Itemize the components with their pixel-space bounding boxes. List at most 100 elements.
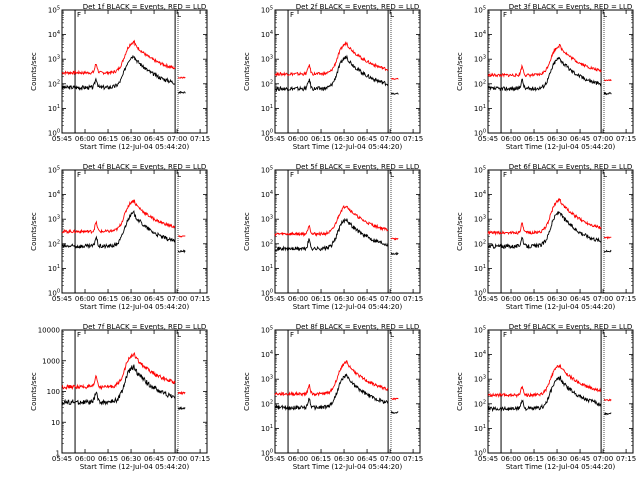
x-tick-label: 06:00 [75, 135, 95, 143]
y-axis-label: Counts/sec [243, 212, 251, 251]
series-events-line [275, 217, 399, 256]
x-tick-label: 05:45 [265, 455, 285, 463]
y-tick-label: 105 [474, 166, 486, 175]
x-tick-label: 07:00 [593, 135, 613, 143]
marker-flag: L [177, 331, 181, 339]
chart-title: Det 8f BLACK = Events, RED = LLD [296, 323, 419, 331]
x-tick-label: 06:45 [144, 295, 164, 303]
series-events-line [487, 210, 612, 253]
x-tick-label: 07:00 [167, 455, 187, 463]
x-tick-label: 06:00 [501, 455, 521, 463]
y-tick-label: 102 [474, 79, 486, 88]
y-tick-label: 103 [261, 375, 273, 384]
x-tick-label: 07:15 [190, 455, 210, 463]
series-lld-line [61, 351, 186, 396]
y-tick-label: 102 [261, 239, 273, 248]
x-tick-label: 06:45 [357, 455, 377, 463]
series-lld-line [487, 363, 612, 402]
x-tick-label: 06:45 [357, 295, 377, 303]
x-tick-label: 06:30 [547, 455, 567, 463]
marker-flag: F [77, 331, 81, 339]
series-events-line [61, 364, 186, 411]
x-tick-label: 05:45 [52, 455, 72, 463]
series-lld-line [61, 39, 186, 79]
chart-title: Det 4f BLACK = Events, RED = LLD [83, 163, 206, 171]
marker-flag: F [503, 171, 507, 179]
y-tick-label: 105 [261, 6, 273, 15]
y-tick-label: 100 [261, 129, 273, 138]
x-tick-label: 07:00 [167, 135, 187, 143]
x-tick-label: 07:00 [380, 455, 400, 463]
y-axis-label: Counts/sec [456, 372, 464, 411]
series-lld-line [61, 199, 186, 238]
x-tick-label: 06:30 [334, 455, 354, 463]
x-tick-label: 06:00 [75, 295, 95, 303]
x-axis-label: Start Time (12-Jul-04 05:44:20) [80, 463, 190, 471]
y-axis-label: Counts/sec [243, 52, 251, 91]
series-lld-line [487, 197, 612, 240]
series-events-line [274, 373, 399, 415]
series-lld-line [487, 43, 612, 82]
plot-frame [487, 9, 634, 134]
y-tick-label: 102 [48, 239, 60, 248]
marker-flag: F [290, 331, 294, 339]
y-tick-label: 101 [48, 264, 60, 273]
y-tick-label: 100 [261, 449, 273, 458]
y-tick-label: 100 [261, 289, 273, 298]
plot-frame [274, 9, 421, 134]
y-tick-label: 102 [48, 79, 60, 88]
y-axis-label: Counts/sec [30, 212, 38, 251]
x-tick-label: 06:15 [98, 455, 118, 463]
x-tick-label: 06:15 [524, 455, 544, 463]
y-tick-label: 105 [48, 166, 60, 175]
y-tick-label: 1000 [42, 357, 60, 365]
x-tick-label: 06:15 [311, 135, 331, 143]
x-tick-label: 05:45 [52, 295, 72, 303]
y-tick-label: 1 [56, 450, 60, 458]
y-tick-label: 104 [474, 190, 486, 199]
y-tick-label: 103 [48, 55, 60, 64]
x-tick-label: 06:30 [547, 135, 567, 143]
x-tick-label: 07:15 [616, 135, 636, 143]
marker-flag: L [603, 11, 607, 19]
plot-frame [274, 169, 421, 294]
x-tick-label: 06:30 [121, 295, 141, 303]
y-tick-label: 105 [474, 326, 486, 335]
y-tick-label: 104 [48, 190, 60, 199]
x-axis-label: Start Time (12-Jul-04 05:44:20) [506, 463, 616, 471]
x-axis-label: Start Time (12-Jul-04 05:44:20) [506, 143, 616, 151]
y-tick-label: 100 [48, 289, 60, 298]
x-tick-label: 07:15 [190, 295, 210, 303]
x-tick-label: 05:45 [478, 135, 498, 143]
x-tick-label: 06:15 [524, 135, 544, 143]
y-axis-label: Counts/sec [456, 52, 464, 91]
x-tick-label: 06:00 [75, 455, 95, 463]
x-tick-label: 07:00 [593, 455, 613, 463]
x-tick-label: 05:45 [265, 295, 285, 303]
y-axis-label: Counts/sec [456, 212, 464, 251]
y-tick-label: 102 [261, 79, 273, 88]
y-tick-label: 101 [474, 264, 486, 273]
x-axis-label: Start Time (12-Jul-04 05:44:20) [293, 303, 403, 311]
x-tick-label: 07:15 [403, 455, 423, 463]
x-tick-label: 06:15 [524, 295, 544, 303]
chart-title: Det 3f BLACK = Events, RED = LLD [509, 3, 632, 11]
y-tick-label: 102 [261, 399, 273, 408]
y-tick-label: 100 [474, 129, 486, 138]
x-axis-label: Start Time (12-Jul-04 05:44:20) [80, 143, 190, 151]
x-axis-label: Start Time (12-Jul-04 05:44:20) [293, 463, 403, 471]
x-tick-label: 06:00 [288, 455, 308, 463]
x-axis-label: Start Time (12-Jul-04 05:44:20) [293, 143, 403, 151]
marker-flag: F [503, 11, 507, 19]
x-tick-label: 05:45 [478, 455, 498, 463]
y-tick-label: 105 [261, 326, 273, 335]
y-tick-label: 101 [261, 264, 273, 273]
x-tick-label: 06:15 [98, 295, 118, 303]
